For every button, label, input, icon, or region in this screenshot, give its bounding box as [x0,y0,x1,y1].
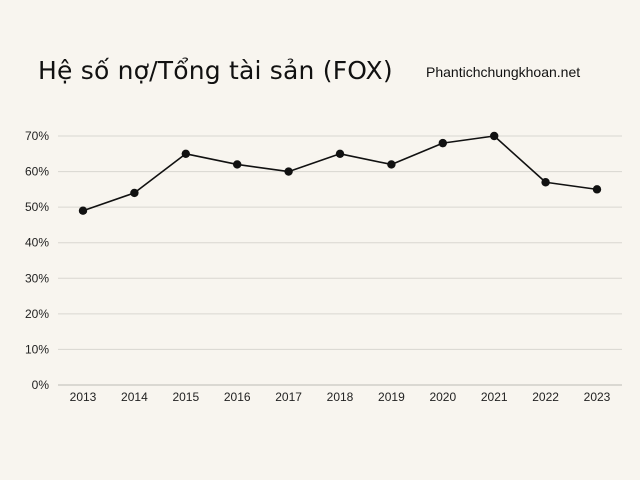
y-tick-label: 60% [25,165,49,179]
y-tick-label: 50% [25,200,49,214]
x-tick-label: 2021 [481,390,508,404]
data-point [181,149,190,158]
y-tick-label: 40% [25,236,49,250]
y-tick-label: 70% [25,129,49,143]
chart-title: Hệ số nợ/Tổng tài sản (FOX) [38,56,393,85]
data-point [335,149,345,158]
y-tick-label: 0% [32,378,50,392]
series-line [82,135,598,212]
x-tick-label: 2018 [327,390,354,404]
x-tick-label: 2016 [224,390,251,404]
series-group [78,131,602,215]
data-point [592,185,602,194]
x-tick-label: 2020 [429,390,456,404]
y-axis-ticks: 0% 10% 20% 30% 40% 50% 60% 70% [25,129,49,392]
data-point [78,206,88,215]
data-point [387,160,396,169]
y-tick-label: 20% [25,307,49,321]
data-point [233,160,242,169]
y-tick-label: 10% [25,342,49,356]
x-tick-label: 2015 [172,390,199,404]
x-tick-label: 2023 [584,390,611,404]
y-tick-label: 30% [25,271,49,285]
data-point [438,138,447,148]
data-point [490,131,499,141]
watermark-text: Phantichchungkhoan.net [426,64,581,80]
x-axis-ticks: 2013 2014 2015 2016 2017 2018 2019 2020 2021 2022… [70,390,611,404]
data-point [541,178,550,187]
x-tick-label: 2017 [275,390,302,404]
x-tick-label: 2019 [378,390,405,404]
x-tick-label: 2014 [121,390,148,404]
data-point [130,188,139,198]
data-point [284,167,293,176]
gridlines [58,135,622,386]
x-tick-label: 2022 [532,390,559,404]
x-tick-label: 2013 [70,390,97,404]
